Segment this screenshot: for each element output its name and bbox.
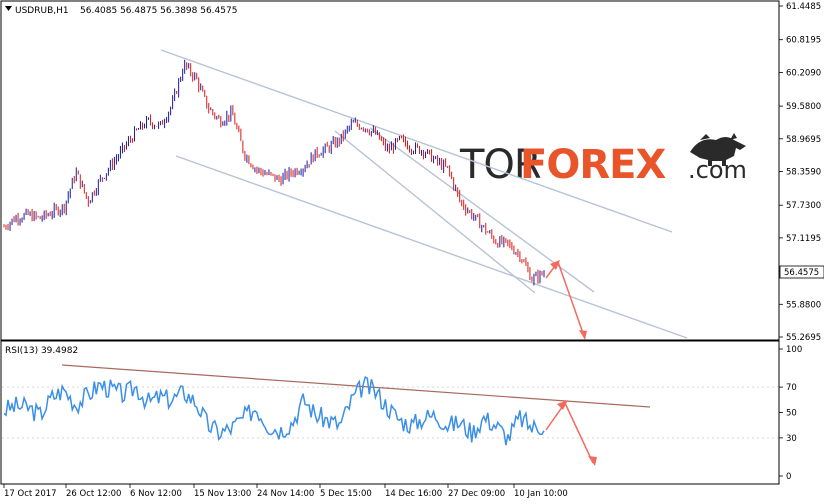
price-tick-label: 55.8800 [786,300,821,310]
current-price-tag: 56.4575 [779,265,824,279]
price-tick-label: 60.2090 [786,68,821,78]
price-tick-label: 57.1195 [786,234,821,244]
inner-channel-lower-line [334,130,536,294]
price-series [3,59,545,286]
channel-lower-line [175,155,688,339]
price-tick-label: 61.4485 [786,2,821,12]
rsi-tick-label: 0 [786,472,791,482]
rsi-tick-label: 50 [786,409,797,419]
torforex-logo: TOR FOREX .com [459,133,747,188]
logo-forex-text: FOREX [520,142,666,188]
forecast-arrowhead-up [550,260,560,270]
time-tick-label: 27 Dec 09:00 [448,489,505,499]
price-scale[interactable]: 61.4485 60.8195 60.2090 59.5800 58.9695 58.35… [779,2,821,343]
current-price-label: 56.4575 [784,268,819,278]
price-tick-label: 60.8195 [786,36,821,46]
main-panel-title: USDRUB,H1 56.4085 56.4875 56.3898 56.457… [5,6,237,16]
time-tick-label: 14 Dec 16:00 [385,489,442,499]
logo-com-text: .com [688,156,747,184]
rsi-forecast-arrowhead-up [557,400,568,410]
forecast-arrowhead-down [579,330,587,340]
price-tick-label: 58.3590 [786,168,821,178]
forecast-arrows-main [545,260,587,340]
forecast-arrows-rsi [545,400,597,466]
channel-upper-line [160,49,673,233]
collapse-triangle-icon[interactable] [5,6,12,11]
price-tick-label: 55.2695 [786,333,821,343]
symbol-label: USDRUB,H1 [15,6,69,16]
bull-icon [690,133,746,166]
time-tick-label: 5 Dec 15:00 [320,489,372,499]
time-tick-label: 15 Nov 13:00 [194,489,251,499]
price-tick-label: 57.7300 [786,201,821,211]
time-tick-label: 10 Jan 10:00 [514,489,568,499]
time-axis[interactable]: 17 Oct 2017 26 Oct 12:00 6 Nov 12:00 15 Nov… [3,484,568,499]
time-tick-label: 6 Nov 12:00 [130,489,182,499]
rsi-scale[interactable]: 100 70 50 30 0 [779,345,802,482]
time-tick-label: 24 Nov 14:00 [257,489,314,499]
rsi-line [3,375,545,446]
price-tick-label: 59.5800 [786,102,821,112]
rsi-title: RSI(13) 39.4982 [5,346,78,356]
main-panel-frame [0,0,780,341]
time-tick-label: 26 Oct 12:00 [66,489,121,499]
rsi-tick-label: 100 [786,345,802,355]
price-tick-label: 58.9695 [786,135,821,145]
ohlc-values: 56.4085 56.4875 56.3898 56.4575 [80,6,237,16]
rsi-tick-label: 70 [786,383,797,393]
time-tick-label: 17 Oct 2017 [4,489,57,499]
rsi-tick-label: 30 [786,434,797,444]
rsi-trend-line [61,364,651,408]
rsi-forecast-arrowhead-down [588,456,597,466]
rsi-levels [2,386,778,439]
